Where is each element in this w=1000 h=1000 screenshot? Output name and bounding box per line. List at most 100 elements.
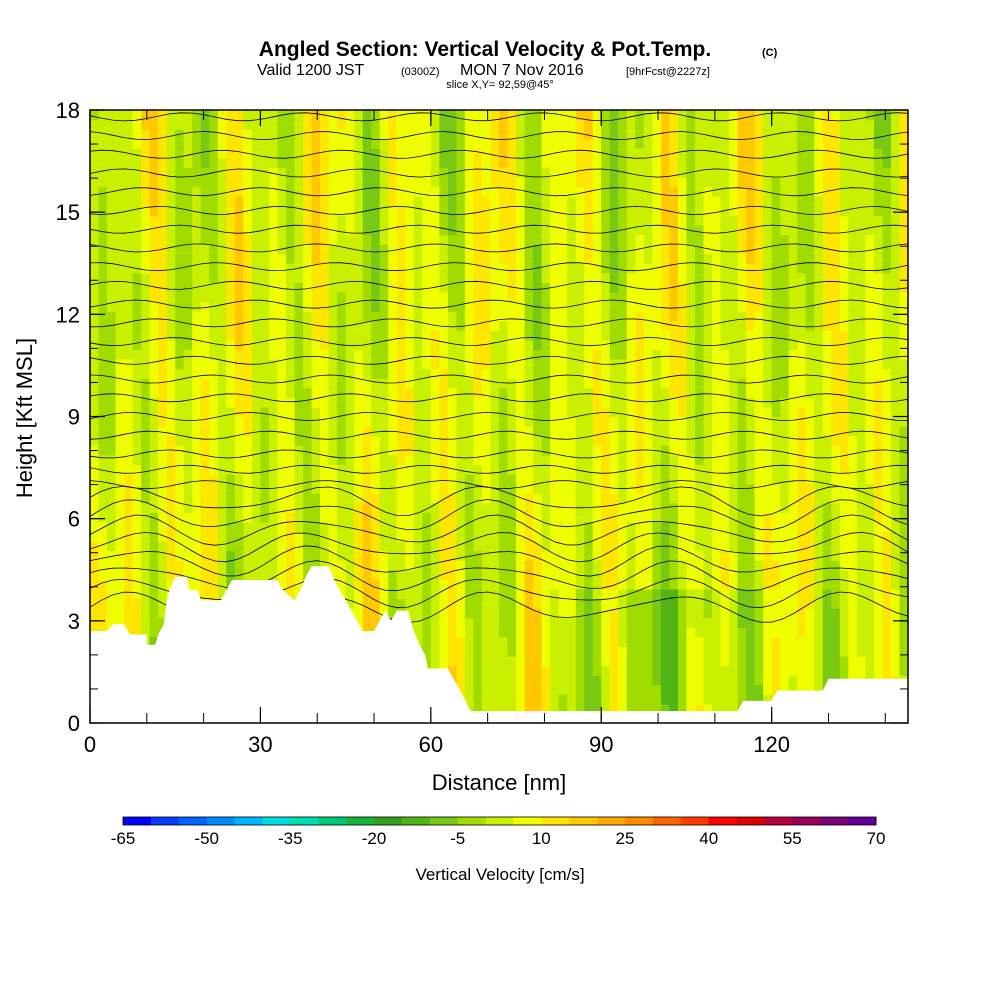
velocity-cell: [430, 493, 440, 504]
velocity-cell: [558, 406, 568, 418]
velocity-cell: [635, 378, 645, 389]
velocity-cell: [158, 473, 168, 485]
velocity-cell: [694, 675, 705, 686]
velocity-cell: [703, 234, 713, 245]
velocity-cell: [626, 387, 636, 398]
velocity-cell: [447, 320, 457, 331]
velocity-cell: [439, 244, 449, 255]
velocity-cell: [345, 291, 355, 303]
velocity-cell: [652, 512, 662, 523]
velocity-cell: [362, 464, 372, 475]
velocity-cell: [371, 368, 381, 379]
velocity-cell: [516, 502, 526, 513]
velocity-cell: [737, 138, 747, 149]
velocity-cell: [328, 560, 338, 571]
velocity-cell: [234, 244, 244, 255]
velocity-cell: [746, 541, 756, 552]
velocity-cell: [268, 550, 279, 561]
velocity-cell: [567, 157, 577, 169]
velocity-cell: [388, 320, 398, 331]
velocity-cell: [243, 157, 253, 169]
velocity-cell: [268, 311, 279, 322]
velocity-cell: [209, 320, 219, 331]
velocity-cell: [533, 148, 543, 159]
velocity-cell: [686, 675, 696, 686]
velocity-cell: [362, 435, 372, 446]
velocity-cell: [652, 311, 662, 322]
velocity-cell: [354, 588, 364, 600]
velocity-cell: [166, 541, 176, 552]
velocity-cell: [388, 569, 398, 580]
velocity-cell: [439, 454, 449, 465]
velocity-cell: [251, 473, 262, 485]
velocity-cell: [660, 627, 671, 638]
velocity-cell: [618, 512, 628, 523]
velocity-cell: [371, 282, 381, 293]
velocity-cell: [652, 694, 662, 705]
velocity-cell: [516, 608, 526, 619]
velocity-cell: [473, 493, 483, 504]
valid-time: Valid 1200 JST: [257, 62, 365, 79]
velocity-cell: [277, 320, 287, 331]
velocity-cell: [635, 464, 645, 475]
velocity-cell: [132, 320, 142, 331]
velocity-cell: [311, 378, 321, 389]
velocity-cell: [601, 339, 611, 351]
velocity-cell: [277, 119, 287, 130]
velocity-cell: [720, 349, 730, 360]
velocity-cell: [311, 177, 321, 188]
velocity-cell: [550, 454, 560, 465]
velocity-cell: [158, 512, 168, 523]
velocity-cell: [303, 550, 313, 561]
velocity-cell: [183, 406, 193, 418]
velocity-cell: [490, 148, 500, 159]
velocity-cell: [371, 148, 381, 159]
velocity-cell: [226, 435, 236, 446]
velocity-cell: [217, 588, 227, 600]
velocity-cell: [652, 550, 662, 561]
velocity-cell: [251, 138, 262, 149]
velocity-cell: [618, 579, 628, 590]
velocity-cell: [618, 320, 628, 331]
velocity-cell: [567, 550, 577, 561]
velocity-cell: [669, 646, 679, 657]
velocity-cell: [669, 406, 679, 418]
velocity-cell: [712, 311, 722, 322]
velocity-cell: [311, 110, 321, 121]
velocity-cell: [379, 291, 389, 303]
velocity-cell: [98, 349, 108, 360]
velocity-cell: [320, 387, 330, 398]
velocity-cell: [524, 129, 534, 140]
velocity-cell: [652, 464, 662, 475]
velocity-cell: [686, 531, 696, 542]
velocity-cell: [388, 445, 398, 456]
velocity-cell: [362, 416, 372, 427]
velocity-cell: [575, 378, 585, 389]
velocity-cell: [609, 445, 619, 456]
velocity-cell: [183, 569, 193, 580]
velocity-cell: [737, 119, 747, 130]
velocity-cell: [430, 129, 440, 140]
velocity-cell: [405, 464, 415, 475]
velocity-cell: [601, 196, 611, 207]
velocity-cell: [669, 703, 679, 715]
velocity-cell: [618, 569, 628, 580]
velocity-cell: [694, 349, 705, 360]
velocity-cell: [592, 253, 602, 264]
velocity-cell: [158, 148, 168, 159]
velocity-cell: [660, 253, 671, 264]
velocity-cell: [447, 244, 457, 255]
velocity-cell: [490, 378, 500, 389]
velocity-cell: [490, 655, 500, 667]
velocity-cell: [481, 512, 492, 523]
velocity-cell: [447, 655, 457, 667]
velocity-cell: [686, 435, 696, 446]
velocity-cell: [430, 550, 440, 561]
velocity-cell: [584, 646, 594, 657]
velocity-cell: [175, 148, 185, 159]
velocity-cell: [601, 177, 611, 188]
velocity-cell: [328, 378, 338, 389]
velocity-cell: [183, 416, 193, 427]
velocity-cell: [124, 521, 134, 533]
velocity-cell: [294, 359, 304, 370]
